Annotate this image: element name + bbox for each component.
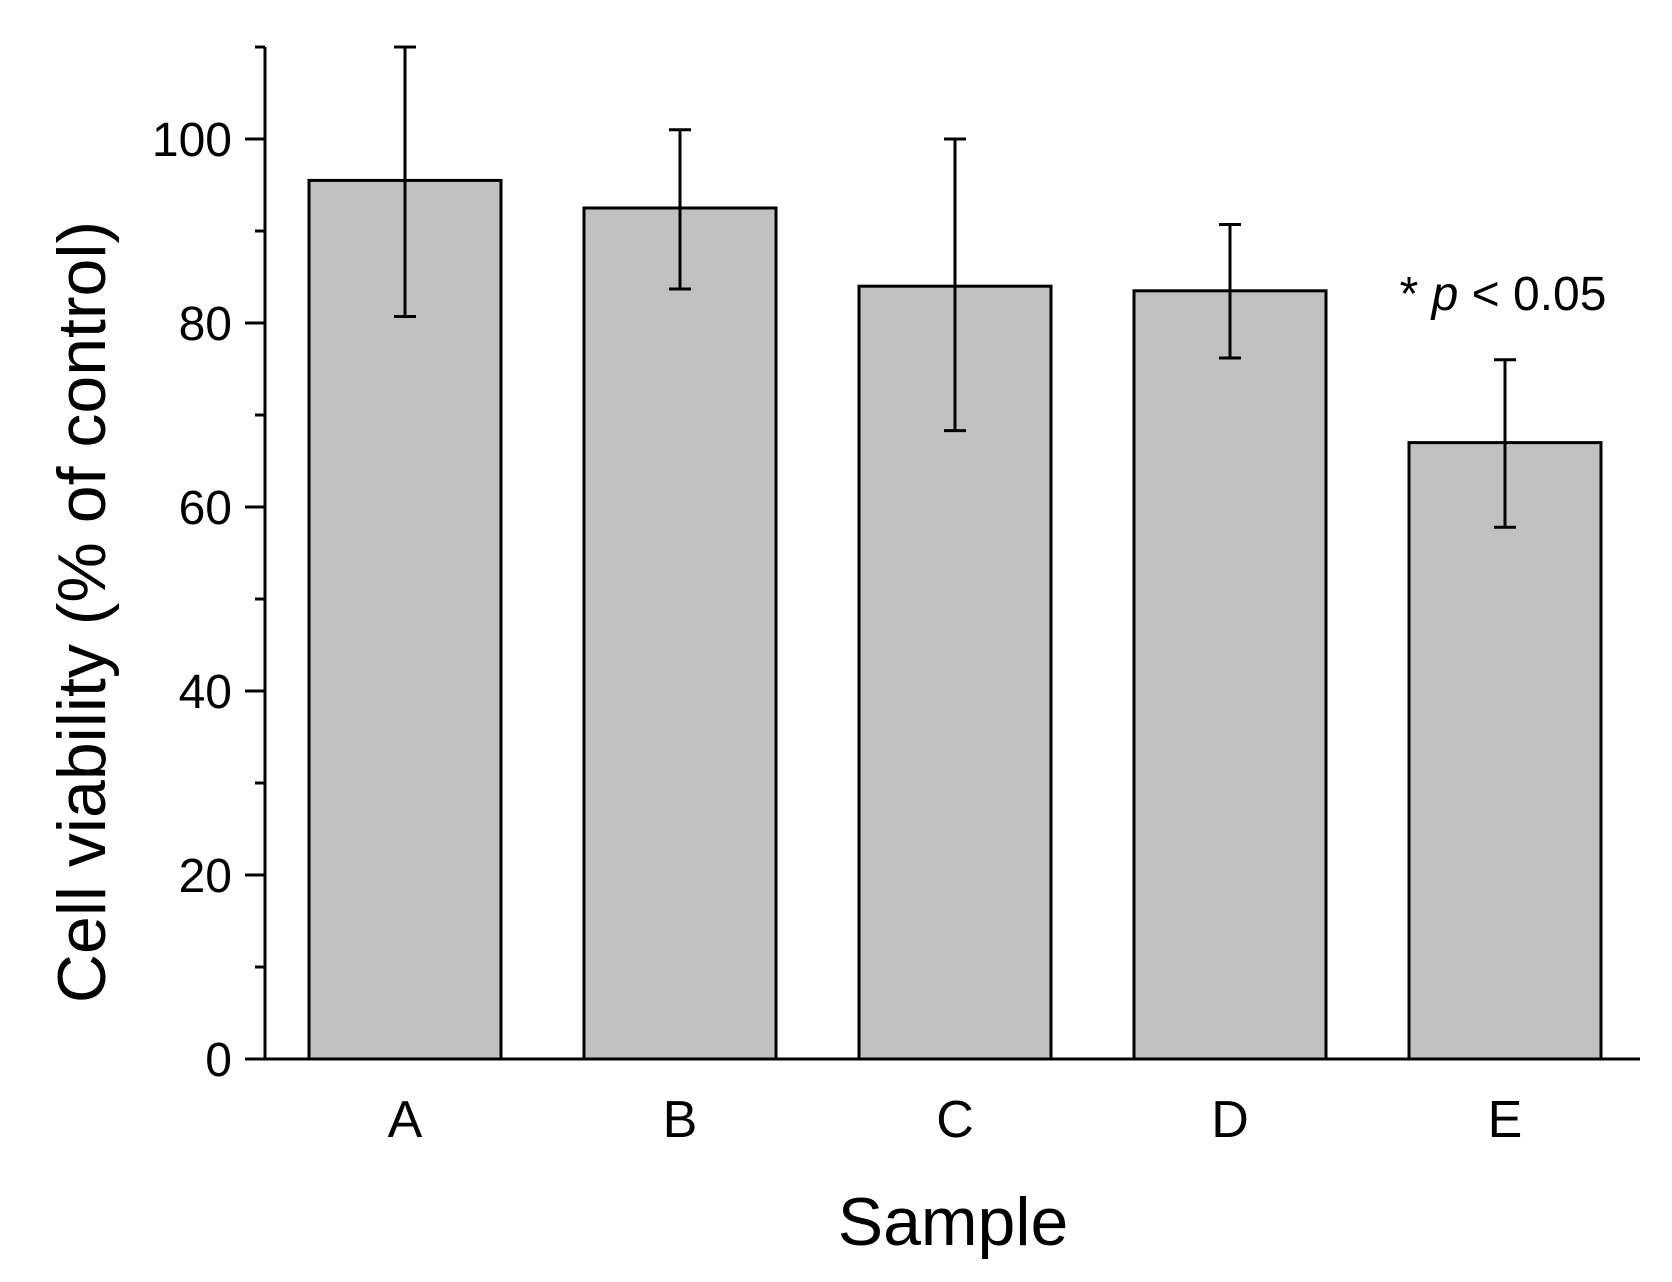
error-bar-b	[669, 128, 691, 291]
bar-a	[307, 178, 503, 1061]
x-tick-label: B	[663, 1091, 698, 1149]
y-tick-label: 40	[179, 666, 232, 719]
x-tick-label: D	[1211, 1091, 1249, 1149]
annotation-suffix: < 0.05	[1458, 268, 1606, 321]
x-tick-label: E	[1488, 1091, 1523, 1149]
y-tick-label: 20	[179, 850, 232, 903]
bar-e	[1407, 441, 1603, 1061]
y-tick-label: 60	[179, 482, 232, 535]
error-bars-layer	[394, 45, 1516, 529]
error-bar-d	[1219, 223, 1241, 360]
error-bar-a	[394, 45, 416, 319]
x-tick-label: A	[388, 1091, 423, 1149]
x-tick-label: C	[936, 1091, 974, 1149]
x-axis-title: Sample	[838, 1184, 1069, 1260]
annotation-p-symbol: p	[1430, 268, 1459, 321]
y-tick-label: 80	[179, 298, 232, 351]
annotation-prefix: *	[1400, 268, 1432, 321]
y-ticks-layer: 0 20 40 60 80 100	[152, 45, 265, 1087]
bar-b	[582, 206, 778, 1061]
bar-d	[1132, 289, 1328, 1061]
error-bar-c	[944, 137, 966, 433]
y-axis-title: Cell viability (% of control)	[44, 221, 120, 1003]
x-tick-labels-layer: A B C D E	[388, 1091, 1523, 1149]
significance-annotation: * p < 0.05	[1400, 268, 1607, 321]
error-bar-e	[1494, 358, 1516, 529]
axes-layer	[245, 47, 1640, 1061]
y-tick-label: 100	[152, 114, 232, 167]
y-tick-label: 0	[205, 1034, 232, 1087]
